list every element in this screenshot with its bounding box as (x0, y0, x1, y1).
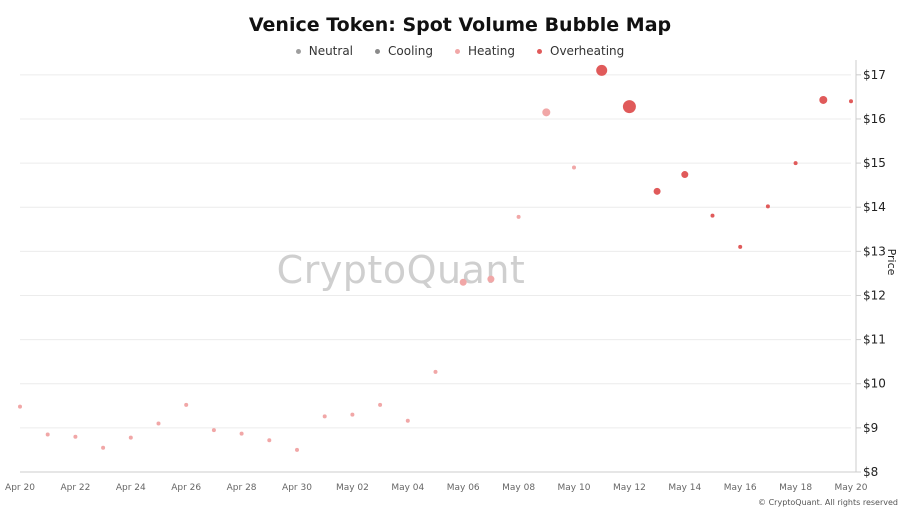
bubble-point[interactable] (211, 428, 216, 433)
chart-legend: Neutral Cooling Heating Overheating (0, 44, 920, 58)
y-axis-ticks: $8 $9 $10 $11 $12 $13 $14 $15 $16 $17 (856, 68, 886, 479)
y-tick-label: $15 (863, 156, 886, 170)
legend-dot-heating (454, 48, 460, 54)
bubble-point[interactable] (433, 369, 438, 374)
legend-dot-overheating (537, 48, 542, 54)
bubble-point[interactable] (128, 435, 133, 440)
y-tick-label: $14 (863, 200, 886, 214)
y-tick-label: $12 (863, 288, 886, 302)
legend-dot-neutral (295, 48, 301, 54)
axes (20, 60, 857, 473)
bubble-point[interactable] (738, 244, 743, 249)
bubble-point[interactable] (572, 165, 576, 170)
bubble-point[interactable] (322, 414, 327, 419)
bubble-point[interactable] (73, 434, 78, 439)
bubble-point[interactable] (819, 95, 828, 104)
bubble-point[interactable] (487, 275, 495, 283)
bubble-point[interactable] (596, 64, 608, 76)
x-tick-label: May 16 (724, 483, 757, 493)
y-axis-label: Price (885, 249, 898, 276)
bubble-point[interactable] (101, 445, 106, 450)
y-tick-label: $16 (863, 112, 886, 126)
bubble-point[interactable] (459, 278, 467, 286)
watermark-text: CryptoQuant (276, 248, 526, 292)
legend-label-overheating: Overheating (550, 44, 625, 58)
x-tick-label: Apr 22 (60, 483, 90, 493)
bubble-point[interactable] (793, 161, 798, 166)
legend-label-heating: Heating (467, 44, 515, 58)
bubble-point[interactable] (267, 438, 272, 443)
chart-title: Venice Token: Spot Volume Bubble Map (248, 14, 672, 36)
bubble-point[interactable] (516, 214, 521, 219)
bubble-point[interactable] (765, 204, 770, 209)
x-tick-label: May 02 (336, 483, 369, 493)
bubble-point[interactable] (350, 412, 355, 417)
x-tick-label: May 12 (613, 483, 646, 493)
x-tick-label: May 08 (502, 483, 535, 493)
copyright-text: © CryptoQuant. All rights reserved (758, 498, 898, 507)
bubble-point[interactable] (849, 99, 853, 104)
bubble-point[interactable] (653, 187, 661, 195)
x-tick-label: May 10 (558, 483, 591, 493)
watermark: CryptoQuant (0, 248, 870, 292)
bubble-point[interactable] (542, 108, 551, 117)
y-tick-label: $13 (863, 244, 886, 258)
y-tick-label: $9 (863, 421, 878, 435)
grid-lines (20, 74, 851, 473)
legend-item-overheating[interactable]: Overheating (537, 44, 624, 58)
y-tick-label: $8 (863, 465, 878, 479)
y-tick-label: $11 (863, 333, 886, 347)
x-tick-label: Apr 26 (171, 483, 201, 493)
x-tick-label: May 20 (835, 483, 868, 493)
y-tick-label: $10 (863, 377, 886, 391)
bubble-point[interactable] (184, 402, 189, 407)
x-tick-label: Apr 20 (5, 483, 35, 493)
bubble-point[interactable] (710, 213, 715, 218)
bubble-point[interactable] (295, 447, 299, 452)
bubble-point[interactable] (239, 431, 244, 436)
y-tick-label: $17 (863, 68, 886, 82)
bubble-point[interactable] (622, 100, 636, 114)
bubble-point[interactable] (681, 171, 689, 179)
x-tick-label: May 06 (447, 483, 480, 493)
bubbles (18, 64, 853, 452)
x-tick-label: Apr 24 (116, 483, 146, 493)
bubble-point[interactable] (156, 421, 161, 426)
legend-dot-cooling (375, 48, 381, 54)
x-tick-label: May 18 (779, 483, 812, 493)
x-tick-label: Apr 28 (227, 483, 257, 493)
bubble-point[interactable] (405, 418, 410, 423)
x-axis-ticks: Apr 20 Apr 22 Apr 24 Apr 26 Apr 28 Apr 30 May … (5, 483, 868, 493)
legend-item-cooling[interactable]: Cooling (375, 44, 433, 58)
x-tick-label: May 04 (391, 483, 424, 493)
x-tick-label: May 14 (668, 483, 701, 493)
legend-item-neutral[interactable]: Neutral (295, 44, 354, 58)
bubble-point[interactable] (378, 402, 383, 407)
bubble-point[interactable] (45, 432, 50, 437)
legend-label-neutral: Neutral (308, 44, 354, 58)
legend-label-cooling: Cooling (388, 44, 433, 58)
bubble-point[interactable] (18, 404, 22, 409)
x-tick-label: Apr 30 (282, 483, 312, 493)
legend-item-heating[interactable]: Heating (454, 44, 515, 58)
